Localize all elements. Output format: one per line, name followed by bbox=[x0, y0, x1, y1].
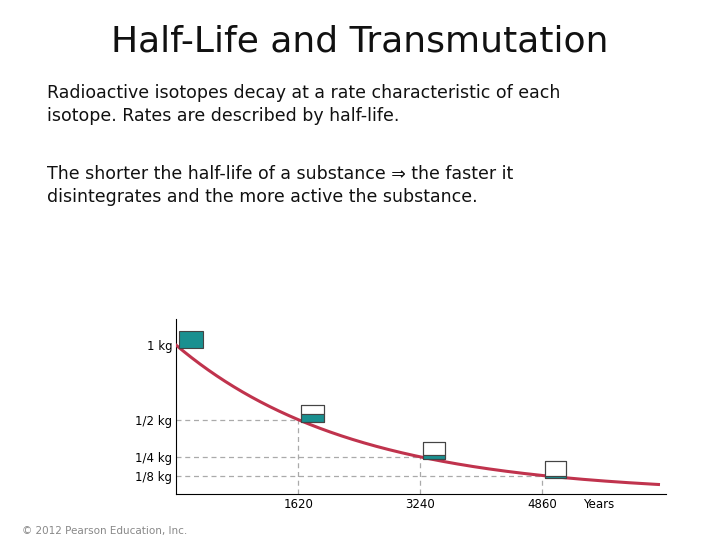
Text: Half-Life and Transmutation: Half-Life and Transmutation bbox=[112, 24, 608, 58]
Text: © 2012 Pearson Education, Inc.: © 2012 Pearson Education, Inc. bbox=[22, 525, 187, 536]
Bar bbox=[301, 405, 325, 414]
Bar bbox=[179, 331, 203, 348]
Bar bbox=[423, 442, 445, 455]
Bar bbox=[423, 455, 445, 460]
Bar bbox=[545, 476, 566, 478]
Text: Radioactive isotopes decay at a rate characteristic of each
isotope. Rates are d: Radioactive isotopes decay at a rate cha… bbox=[47, 84, 560, 125]
Bar bbox=[545, 461, 566, 478]
Bar bbox=[545, 461, 566, 476]
Text: The shorter the half-life of a substance ⇒ the faster it
disintegrates and the m: The shorter the half-life of a substance… bbox=[47, 165, 513, 206]
Bar bbox=[301, 405, 325, 422]
Bar bbox=[301, 414, 325, 422]
Bar bbox=[423, 442, 445, 460]
